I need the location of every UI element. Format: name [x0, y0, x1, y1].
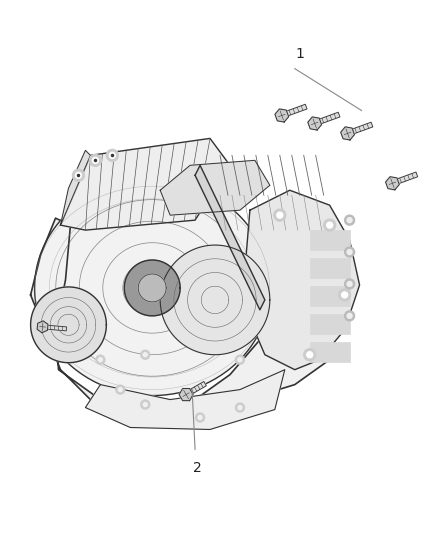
Circle shape: [238, 406, 242, 409]
Circle shape: [339, 289, 350, 301]
Polygon shape: [138, 274, 166, 302]
Circle shape: [143, 353, 147, 357]
Circle shape: [327, 222, 332, 228]
Text: 1: 1: [295, 47, 304, 61]
Circle shape: [96, 355, 105, 364]
Polygon shape: [314, 112, 340, 126]
Circle shape: [342, 292, 348, 298]
Circle shape: [141, 400, 150, 409]
Polygon shape: [385, 177, 399, 190]
Polygon shape: [160, 245, 270, 355]
Circle shape: [347, 281, 352, 286]
Polygon shape: [124, 260, 180, 316]
Circle shape: [307, 352, 313, 358]
Circle shape: [345, 215, 355, 225]
Circle shape: [347, 249, 352, 255]
Circle shape: [347, 217, 352, 223]
Polygon shape: [341, 127, 354, 140]
Text: 2: 2: [193, 462, 201, 475]
Circle shape: [304, 349, 316, 361]
Circle shape: [277, 212, 283, 218]
Polygon shape: [281, 104, 307, 118]
Polygon shape: [31, 218, 339, 415]
Polygon shape: [392, 172, 418, 185]
Circle shape: [72, 169, 85, 181]
Bar: [310, 258, 350, 278]
Bar: [310, 286, 350, 306]
Circle shape: [106, 149, 118, 161]
Circle shape: [274, 209, 286, 221]
Polygon shape: [31, 287, 106, 362]
Polygon shape: [160, 160, 270, 215]
Circle shape: [196, 413, 205, 422]
Polygon shape: [275, 109, 289, 122]
Polygon shape: [347, 122, 373, 136]
Polygon shape: [195, 165, 265, 310]
Polygon shape: [60, 139, 230, 230]
Circle shape: [236, 403, 244, 412]
Circle shape: [198, 416, 202, 419]
Circle shape: [92, 157, 99, 163]
Circle shape: [324, 219, 336, 231]
Circle shape: [110, 152, 115, 158]
Polygon shape: [42, 325, 67, 331]
Circle shape: [116, 385, 125, 394]
Circle shape: [238, 358, 242, 362]
Polygon shape: [308, 117, 321, 130]
Circle shape: [345, 247, 355, 257]
Circle shape: [89, 155, 101, 166]
Polygon shape: [245, 190, 360, 370]
Bar: [310, 342, 350, 362]
Polygon shape: [35, 180, 270, 395]
Circle shape: [143, 402, 147, 407]
Polygon shape: [37, 321, 48, 333]
Polygon shape: [60, 150, 90, 225]
Circle shape: [141, 350, 150, 359]
Bar: [310, 314, 350, 334]
Polygon shape: [179, 389, 193, 401]
Circle shape: [345, 311, 355, 321]
Circle shape: [345, 279, 355, 289]
Circle shape: [347, 313, 352, 318]
Circle shape: [236, 355, 244, 364]
Polygon shape: [85, 370, 285, 430]
Circle shape: [118, 387, 122, 392]
Circle shape: [75, 172, 81, 178]
Circle shape: [99, 358, 102, 362]
Polygon shape: [185, 382, 206, 397]
Bar: [310, 230, 350, 250]
